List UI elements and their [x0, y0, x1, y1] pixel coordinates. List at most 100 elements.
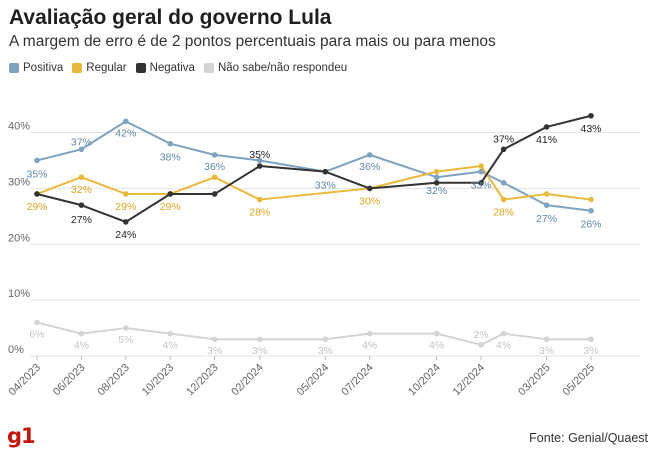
- x-tick-label: 04/2023: [7, 362, 44, 399]
- data-point-negativa: [211, 191, 218, 197]
- x-tick-label: 12/2023: [184, 362, 221, 399]
- data-point-negativa: [322, 168, 329, 175]
- data-point-regular: [78, 174, 85, 181]
- data-point-nao_sabe: [500, 330, 507, 337]
- data-label-positiva: 42%: [115, 127, 136, 139]
- x-tick-label: 12/2024: [451, 362, 488, 399]
- series-line-regular: [36, 165, 592, 201]
- data-label-regular: 29%: [160, 201, 181, 213]
- data-point-nao_sabe: [433, 330, 440, 337]
- chart-subtitle: A margem de erro é de 2 pontos percentua…: [9, 33, 496, 50]
- data-label-negativa: 27%: [71, 214, 92, 226]
- data-point-positiva: [543, 202, 550, 208]
- data-label-nao_sabe: 3%: [318, 345, 333, 357]
- data-label-nao_sabe: 3%: [207, 345, 222, 357]
- x-tick-label: 07/2024: [339, 362, 376, 399]
- data-point-nao_sabe: [588, 336, 594, 343]
- data-label-negativa: 43%: [580, 123, 601, 135]
- legend-swatch-nao-sabe: [203, 63, 214, 73]
- legend-item-nao-sabe: Não sabe/não respondeu: [203, 62, 348, 74]
- data-label-nao_sabe: 4%: [74, 340, 89, 352]
- data-label-nao_sabe: 4%: [163, 340, 178, 352]
- data-point-negativa: [478, 180, 484, 186]
- x-tick-label: 08/2023: [95, 362, 132, 399]
- legend-item-negativa: Negativa: [135, 62, 195, 74]
- data-point-negativa: [167, 191, 174, 197]
- legend-label-negativa: Negativa: [149, 62, 195, 74]
- data-label-nao_sabe: 4%: [429, 340, 444, 352]
- legend-swatch-positiva: [9, 63, 19, 73]
- data-label-regular: 29%: [115, 201, 136, 213]
- data-point-nao_sabe: [123, 325, 129, 331]
- legend-item-positiva: Positiva: [9, 62, 63, 74]
- data-label-positiva: 37%: [71, 136, 92, 148]
- data-label-nao_sabe: 3%: [539, 345, 554, 357]
- data-label-positiva: 27%: [536, 213, 557, 225]
- data-point-negativa: [256, 163, 263, 169]
- data-label-regular: 32%: [71, 184, 92, 196]
- legend-label-nao-sabe: Não sabe/não respondeu: [217, 62, 348, 74]
- data-point-nao_sabe: [322, 336, 329, 343]
- data-point-negativa: [123, 219, 129, 225]
- data-label-nao_sabe: 2%: [473, 329, 488, 341]
- data-label-nao_sabe: 3%: [583, 345, 598, 357]
- data-point-positiva: [211, 152, 218, 158]
- data-point-regular: [500, 196, 507, 203]
- data-point-positiva: [167, 140, 174, 147]
- legend-swatch-negativa: [135, 63, 146, 73]
- data-label-nao_sabe: 5%: [118, 334, 133, 346]
- data-label-negativa: 41%: [536, 134, 557, 146]
- data-point-regular: [543, 191, 550, 197]
- chart-title: Avaliação geral do governo Lula: [9, 6, 332, 29]
- data-label-positiva: 33%: [471, 180, 492, 192]
- data-label-regular: 30%: [359, 195, 380, 207]
- legend-label-positiva: Positiva: [23, 62, 64, 74]
- data-label-positiva: 33%: [315, 180, 336, 192]
- data-point-nao_sabe: [211, 336, 218, 343]
- data-point-negativa: [366, 185, 373, 192]
- data-label-nao_sabe: 6%: [29, 328, 44, 340]
- data-point-nao_sabe: [543, 336, 550, 343]
- data-point-regular: [211, 174, 218, 181]
- data-point-nao_sabe: [78, 330, 85, 337]
- data-label-negativa: 37%: [493, 133, 514, 145]
- data-point-positiva: [256, 157, 263, 164]
- data-point-nao_sabe: [34, 319, 40, 326]
- data-point-negativa: [543, 124, 550, 130]
- data-point-nao_sabe: [366, 330, 373, 337]
- data-label-regular: 28%: [249, 207, 270, 219]
- data-label-nao_sabe: 3%: [252, 345, 267, 357]
- data-point-negativa: [588, 112, 594, 119]
- data-point-positiva: [34, 157, 40, 164]
- y-tick-label: 0%: [8, 344, 24, 356]
- data-point-positiva: [588, 207, 594, 214]
- data-point-positiva: [123, 118, 129, 125]
- legend: Positiva Regular Negativa Não sabe/não r…: [9, 62, 347, 74]
- x-tick-label: 05/2024: [295, 362, 332, 399]
- x-tick-label: 02/2024: [229, 362, 266, 399]
- data-label-positiva: 36%: [204, 161, 225, 173]
- x-tick-label: 05/2025: [561, 362, 598, 399]
- legend-label-regular: Regular: [86, 62, 127, 74]
- data-point-positiva: [78, 146, 85, 153]
- y-tick-label: 20%: [8, 232, 30, 244]
- g1-logo: g1: [7, 424, 36, 448]
- data-label-nao_sabe: 4%: [496, 340, 511, 352]
- data-point-nao_sabe: [167, 330, 174, 337]
- data-point-regular: [433, 168, 440, 175]
- data-point-negativa: [500, 146, 507, 153]
- x-tick-label: 06/2023: [51, 362, 88, 399]
- y-tick-label: 40%: [8, 121, 30, 133]
- data-label-regular: 28%: [493, 207, 514, 219]
- data-label-regular: 29%: [26, 201, 47, 213]
- x-tick-label: 03/2025: [516, 362, 553, 399]
- x-tick-label: 10/2023: [140, 362, 177, 399]
- data-point-positiva: [433, 174, 440, 181]
- data-label-positiva: 35%: [26, 168, 47, 180]
- data-point-nao_sabe: [256, 336, 263, 343]
- data-point-positiva: [366, 152, 373, 158]
- y-tick-label: 10%: [8, 288, 30, 300]
- data-point-negativa: [34, 191, 40, 197]
- data-point-regular: [588, 196, 594, 203]
